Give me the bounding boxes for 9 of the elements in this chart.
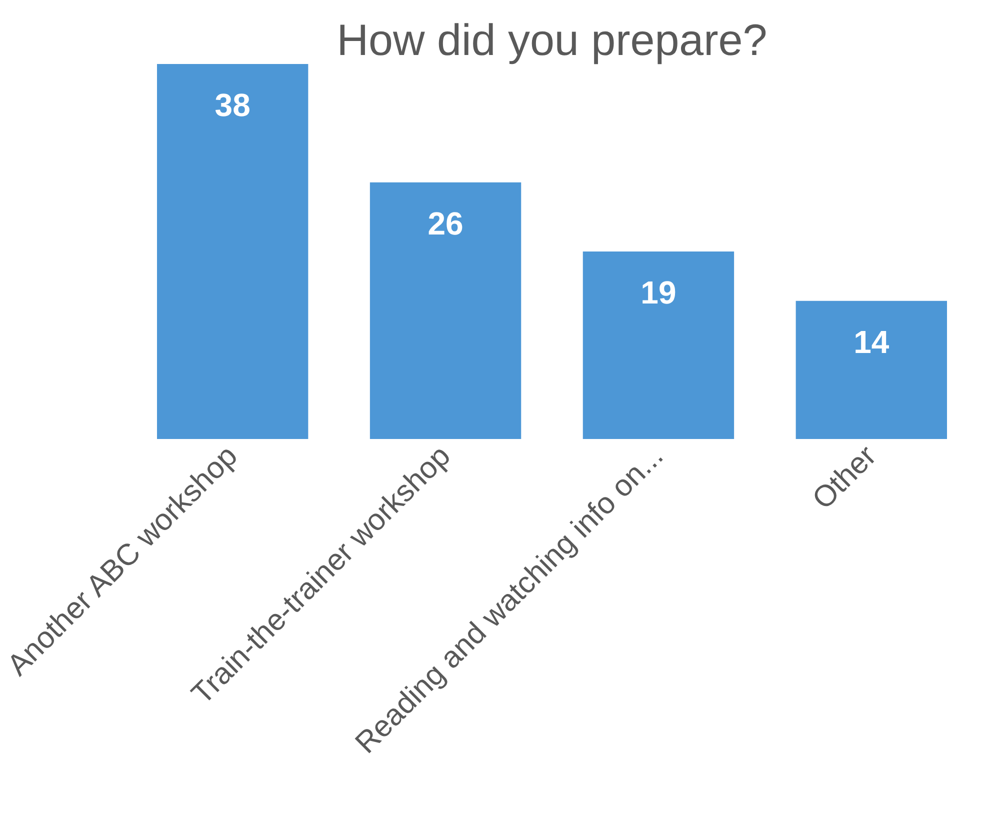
bar: [370, 182, 522, 439]
data-label: 38: [214, 87, 250, 123]
bar: [796, 300, 947, 439]
bar: [157, 64, 308, 439]
data-label: 14: [854, 324, 890, 360]
bar: [582, 252, 734, 439]
chart-title: How did you prepare?: [336, 16, 768, 65]
data-label: 26: [428, 205, 464, 242]
data-label: 19: [640, 274, 676, 310]
